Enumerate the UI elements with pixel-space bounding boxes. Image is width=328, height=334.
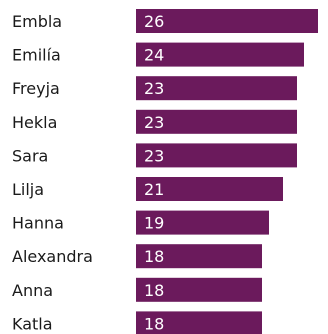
value-label: 26 xyxy=(144,12,164,31)
bar xyxy=(136,244,262,269)
value-label: 23 xyxy=(144,79,164,98)
bar xyxy=(136,76,297,101)
category-label: Sara xyxy=(12,146,48,165)
value-label: 23 xyxy=(144,113,164,132)
value-label: 18 xyxy=(144,314,164,333)
bar xyxy=(136,311,262,334)
value-label: 21 xyxy=(144,180,164,199)
value-label: 18 xyxy=(144,281,164,300)
value-label: 24 xyxy=(144,46,164,65)
category-label: Freyja xyxy=(12,79,60,98)
category-label: Katla xyxy=(12,314,53,333)
bar xyxy=(136,143,297,168)
bar xyxy=(136,210,269,235)
category-label: Lilja xyxy=(12,180,44,199)
value-label: 18 xyxy=(144,247,164,266)
bar xyxy=(136,9,318,33)
value-label: 23 xyxy=(144,146,164,165)
bars-layer: Embla 26 Emilía 24 Freyja 23 Hekla 23 Sara 23 Lilj… xyxy=(12,9,318,334)
category-label: Hanna xyxy=(12,214,64,233)
bar xyxy=(136,42,304,67)
category-label: Anna xyxy=(12,281,53,300)
value-label: 19 xyxy=(144,214,164,233)
bar xyxy=(136,177,283,201)
category-label: Alexandra xyxy=(12,247,93,266)
category-label: Hekla xyxy=(12,113,57,132)
bar xyxy=(136,277,262,302)
category-label: Embla xyxy=(12,12,62,31)
category-label: Emilía xyxy=(12,46,61,65)
bar xyxy=(136,109,297,134)
